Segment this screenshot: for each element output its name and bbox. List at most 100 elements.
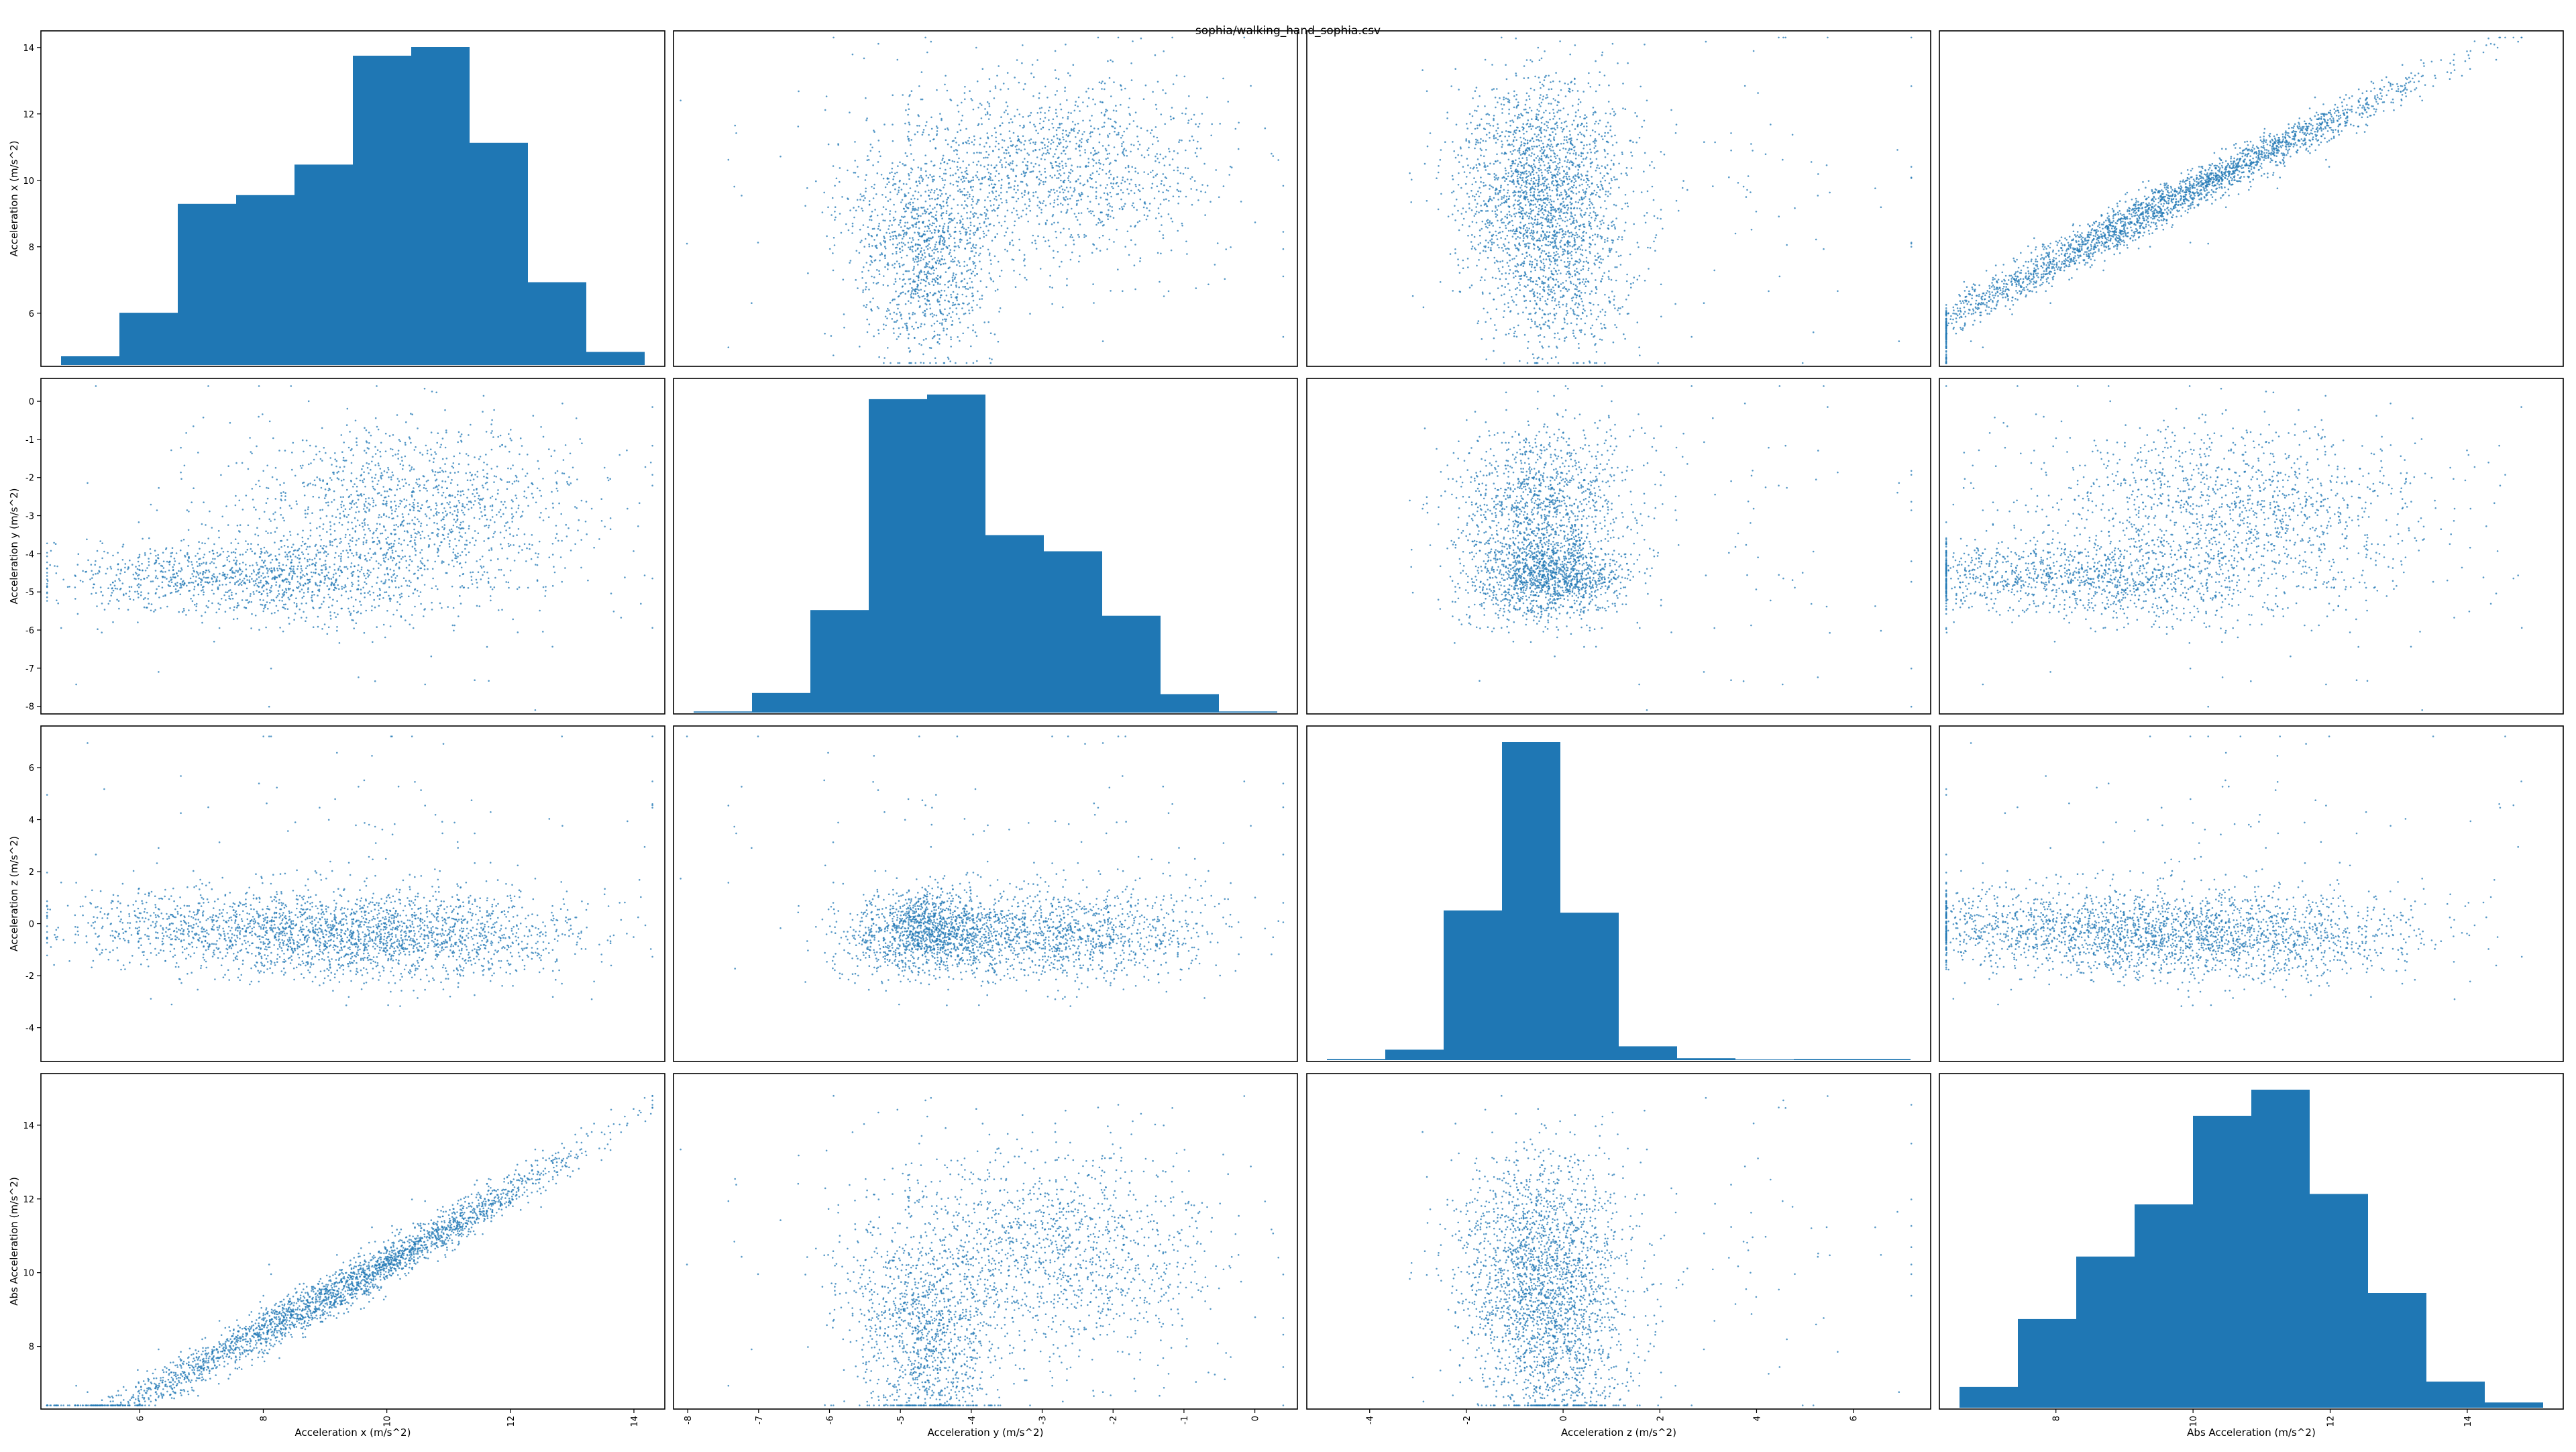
scatter-point bbox=[975, 247, 977, 249]
scatter-point bbox=[1753, 50, 1755, 52]
scatter-point bbox=[1057, 165, 1059, 167]
scatter-point bbox=[1024, 254, 1026, 256]
scatter-point bbox=[956, 180, 958, 183]
scatter-point bbox=[1006, 250, 1008, 252]
scatter-point bbox=[1505, 64, 1507, 66]
scatter-point bbox=[1506, 217, 1508, 219]
scatter-point bbox=[1614, 178, 1616, 180]
scatter-point bbox=[1528, 171, 1530, 173]
scatter-point bbox=[955, 137, 957, 139]
scatter-point bbox=[1522, 215, 1524, 217]
scatter-point bbox=[972, 309, 974, 311]
scatter-point bbox=[987, 321, 989, 323]
scatter-point bbox=[1594, 255, 1596, 257]
scatter-point bbox=[1494, 324, 1496, 326]
scatter-point bbox=[1768, 291, 1770, 293]
scatter-point bbox=[1542, 177, 1544, 179]
scatter-point bbox=[1511, 153, 1513, 155]
scatter-point bbox=[1549, 134, 1551, 136]
scatter-point bbox=[1099, 81, 1101, 83]
histogram-bar bbox=[353, 56, 411, 365]
scatter-point bbox=[902, 217, 904, 219]
scatter-point bbox=[1611, 178, 1613, 180]
scatter-point bbox=[1461, 155, 1463, 157]
scatter-point bbox=[915, 256, 917, 258]
scatter-point bbox=[1575, 111, 1577, 113]
scatter-point bbox=[903, 183, 905, 185]
scatter-point bbox=[918, 280, 920, 282]
scatter-point bbox=[1131, 79, 1133, 81]
scatter-point bbox=[1497, 244, 1499, 246]
scatter-point bbox=[1651, 161, 1653, 163]
scatter-point bbox=[1484, 279, 1486, 281]
scatter-point bbox=[907, 291, 909, 293]
scatter-point bbox=[1524, 244, 1526, 246]
scatter-point bbox=[1094, 150, 1096, 152]
scatter-point bbox=[863, 199, 865, 201]
scatter-point bbox=[1532, 239, 1534, 241]
scatter-point bbox=[918, 260, 920, 262]
scatter-point bbox=[987, 229, 989, 231]
scatter-point bbox=[1560, 180, 1562, 182]
scatter-point bbox=[1505, 278, 1507, 280]
scatter-point bbox=[1488, 200, 1490, 202]
scatter-point bbox=[1540, 240, 1542, 242]
scatter-point bbox=[1073, 240, 1075, 242]
scatter-point bbox=[1599, 256, 1601, 258]
scatter-point bbox=[1476, 222, 1478, 224]
scatter-point bbox=[1533, 174, 1535, 176]
scatter-point bbox=[915, 209, 917, 211]
scatter-point bbox=[940, 264, 942, 266]
scatter-point bbox=[971, 296, 973, 298]
scatter-point bbox=[967, 304, 969, 306]
scatter-point bbox=[1102, 81, 1104, 83]
scatter-point bbox=[1511, 176, 1513, 178]
histogram-bar bbox=[119, 313, 178, 365]
scatter-point bbox=[905, 205, 907, 207]
scatter-point bbox=[1593, 147, 1595, 149]
scatter-point bbox=[1033, 123, 1035, 125]
scatter-point bbox=[886, 317, 888, 319]
scatter-point bbox=[872, 164, 874, 166]
scatter-point bbox=[1023, 125, 1025, 127]
scatter-point bbox=[941, 258, 943, 260]
scatter-point bbox=[975, 265, 977, 267]
scatter-point bbox=[1534, 321, 1536, 323]
scatter-point bbox=[1630, 152, 1632, 154]
scatter-point bbox=[1562, 304, 1564, 306]
scatter-point bbox=[907, 114, 909, 116]
histogram-bar bbox=[294, 164, 353, 365]
scatter-point bbox=[1071, 234, 1073, 236]
scatter-point bbox=[1569, 89, 1571, 91]
scatter-point bbox=[1541, 58, 1543, 60]
scatter-point bbox=[1504, 245, 1506, 247]
scatter-point bbox=[1067, 146, 1069, 148]
scatter-point bbox=[990, 263, 992, 265]
scatter-point bbox=[912, 195, 914, 197]
scatter-point bbox=[1556, 273, 1558, 275]
scatter-point bbox=[941, 290, 943, 292]
scatter-point bbox=[1586, 122, 1588, 124]
scatter-point bbox=[945, 169, 947, 171]
scatter-point bbox=[912, 258, 914, 260]
scatter-point bbox=[1515, 159, 1517, 161]
scatter-point bbox=[1590, 309, 1592, 311]
scatter-point bbox=[1150, 171, 1152, 173]
scatter-point bbox=[939, 283, 941, 285]
scatter-point bbox=[903, 278, 905, 280]
scatter-point bbox=[1520, 154, 1522, 156]
scatter-point bbox=[1462, 207, 1464, 209]
scatter-point bbox=[1634, 112, 1636, 114]
scatter-point bbox=[1271, 153, 1273, 155]
scatter-point bbox=[1487, 227, 1489, 229]
scatter-point bbox=[1170, 119, 1172, 121]
scatter-point bbox=[1051, 167, 1053, 169]
scatter-point bbox=[1059, 266, 1061, 268]
scatter-point bbox=[1001, 225, 1003, 227]
scatter-point bbox=[1566, 310, 1568, 312]
scatter-point bbox=[1099, 185, 1102, 187]
scatter-point bbox=[1009, 130, 1011, 132]
scatter-point bbox=[1515, 248, 1517, 250]
scatter-point bbox=[1056, 165, 1058, 167]
scatter-point bbox=[1059, 187, 1061, 189]
